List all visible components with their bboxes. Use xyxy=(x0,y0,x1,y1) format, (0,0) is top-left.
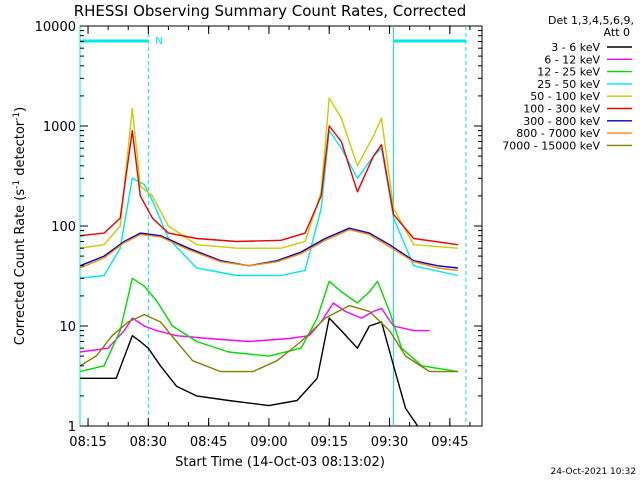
legend-label-4: 50 - 100 keV xyxy=(530,90,600,103)
series-line-0 xyxy=(80,317,419,427)
legend-label-0: 3 - 6 keV xyxy=(551,41,600,54)
y-tick-label-1: 10 xyxy=(59,320,76,335)
series-line-4 xyxy=(79,97,458,249)
x-tick-label-0: 08:15 xyxy=(69,435,106,450)
flag-markers xyxy=(79,26,467,426)
legend-label-2: 12 - 25 keV xyxy=(537,66,600,79)
x-tick-label-4: 09:15 xyxy=(311,435,348,450)
series-line-5 xyxy=(79,125,458,246)
x-axis-ticks: 08:15 08:30 08:45 09:00 09:15 09:30 09:45 xyxy=(69,26,471,450)
legend-header-line2: Att 0 xyxy=(604,26,630,39)
y-axis-ticks: 1 10 100 1000 10000 xyxy=(35,20,482,435)
series-line-7 xyxy=(79,228,458,272)
x-axis-label: Start Time (14-Oct-03 08:13:02) xyxy=(175,455,385,470)
y-tick-label-0: 1 xyxy=(68,420,76,435)
legend-label-8: 7000 - 15000 keV xyxy=(502,139,600,152)
legend-header-line1: Det 1,3,4,5,6,9, xyxy=(548,14,634,27)
series-layer xyxy=(79,97,459,427)
y-label-part2: detector xyxy=(13,120,28,180)
attenuator-label: N xyxy=(155,36,162,47)
series-line-2 xyxy=(79,277,459,373)
legend-label-5: 100 - 300 keV xyxy=(523,103,600,116)
x-tick-label-2: 08:45 xyxy=(190,435,227,450)
y-label-sup2: -1 xyxy=(12,112,22,121)
x-tick-label-1: 08:30 xyxy=(130,435,167,450)
series-line-1 xyxy=(79,302,430,353)
y-label-part1: Corrected Count Rate (s xyxy=(13,189,28,346)
legend-label-7: 800 - 7000 keV xyxy=(516,127,600,140)
y-tick-label-2: 100 xyxy=(51,220,76,235)
y-axis-label: Corrected Count Rate (s-1 detector-1) xyxy=(12,107,28,345)
y-tick-label-4: 10000 xyxy=(35,20,76,35)
x-tick-label-6: 09:45 xyxy=(431,435,468,450)
y-label-part3: ) xyxy=(13,107,28,112)
legend-label-1: 6 - 12 keV xyxy=(544,53,600,66)
y-label-sup1: -1 xyxy=(12,180,22,189)
x-tick-label-3: 09:00 xyxy=(250,435,287,450)
series-line-6 xyxy=(79,227,458,269)
legend-label-6: 300 - 800 keV xyxy=(523,115,600,128)
y-tick-label-3: 1000 xyxy=(43,120,76,135)
x-tick-label-5: 09:30 xyxy=(371,435,408,450)
series-line-8 xyxy=(79,304,458,373)
legend-label-3: 25 - 50 keV xyxy=(537,78,600,91)
timestamp: 24-Oct-2021 10:32 xyxy=(551,467,636,477)
series-line-3 xyxy=(79,129,459,279)
chart-title: RHESSI Observing Summary Count Rates, Co… xyxy=(74,2,467,20)
